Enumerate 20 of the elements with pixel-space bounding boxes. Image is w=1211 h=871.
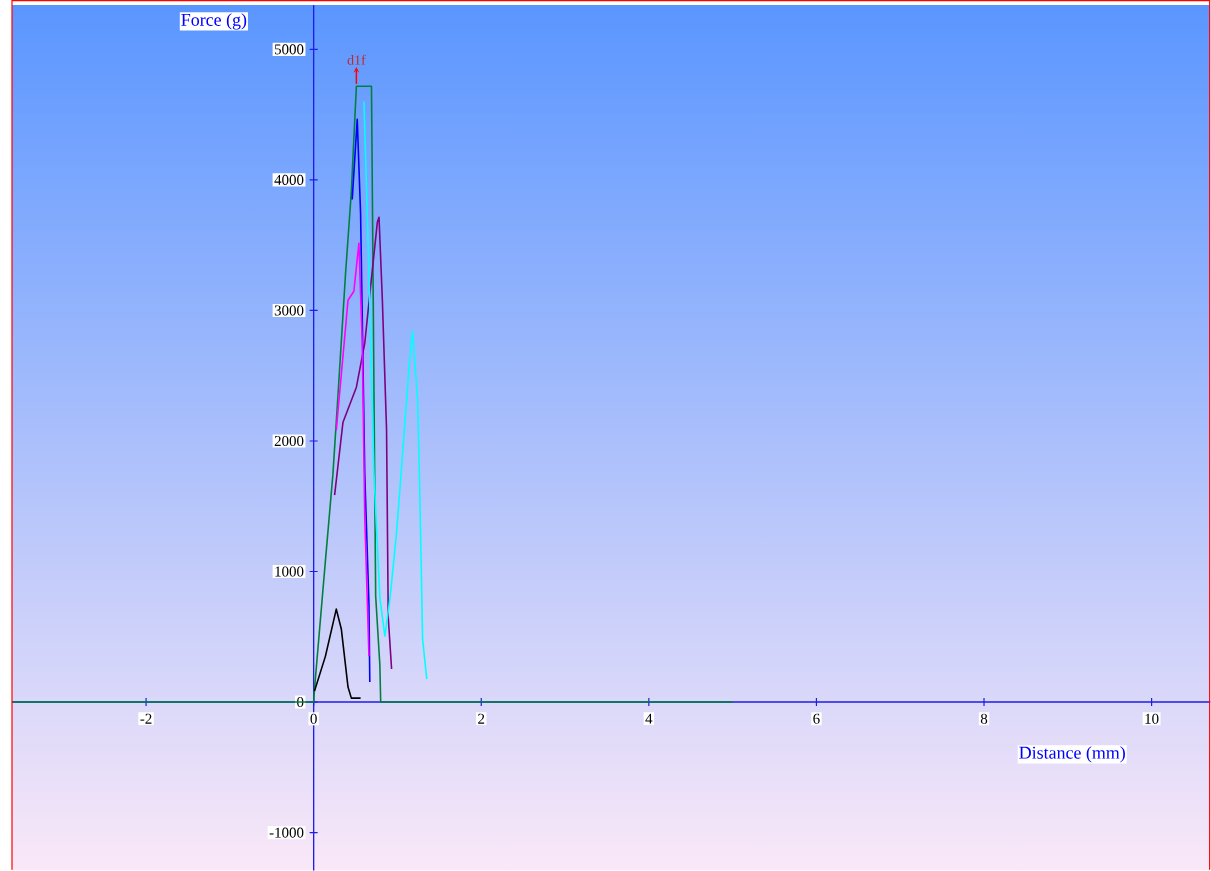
x-tick-label: 2 — [478, 713, 485, 724]
line-series — [333, 216, 393, 670]
y-tick-label: -1000 — [269, 827, 304, 838]
line-series — [313, 608, 362, 699]
x-tick-label: -2 — [140, 713, 152, 724]
y-tick-label: 1000 — [275, 566, 304, 577]
annotation: d1f — [347, 54, 366, 65]
x-axis-title: Distance (mm) — [1019, 746, 1125, 763]
x-tick-label: 4 — [645, 713, 653, 724]
x-tick-label: 10 — [1145, 713, 1159, 724]
line-series — [335, 242, 370, 657]
x-tick-label: 0 — [310, 713, 317, 724]
y-tick-label: 4000 — [274, 174, 304, 185]
x-tick-label: 6 — [813, 713, 820, 724]
y-tick-label: 3000 — [274, 305, 304, 316]
y-tick-label: 2000 — [274, 435, 304, 446]
y-axis-title: Force (g) — [181, 13, 247, 30]
y-tick-label: 5000 — [274, 44, 304, 55]
x-tick-label: 8 — [980, 713, 988, 724]
line-series — [363, 100, 428, 680]
